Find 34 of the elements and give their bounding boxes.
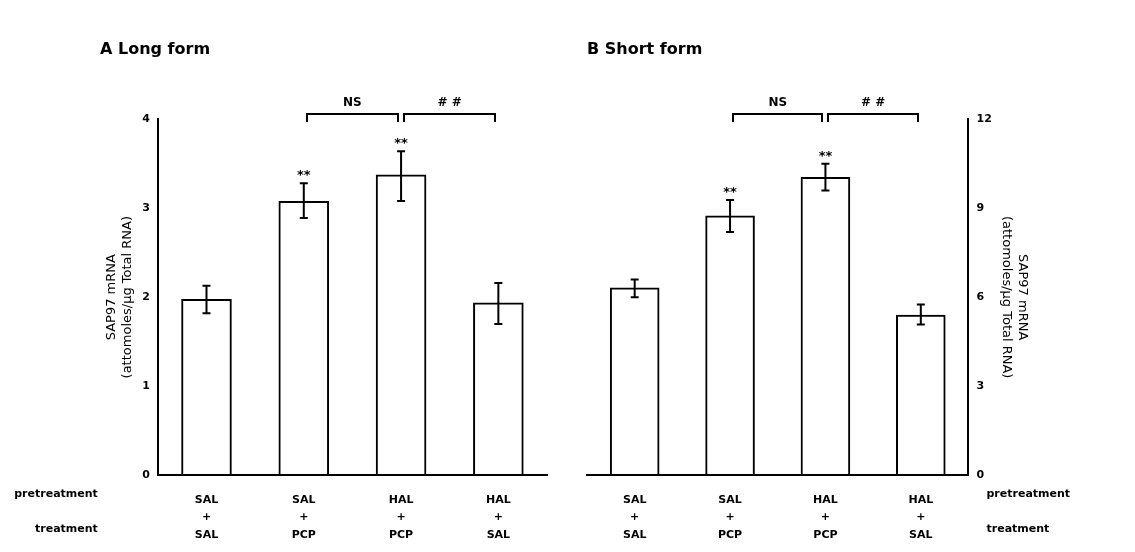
data-label: ** bbox=[394, 135, 409, 151]
x-tick-label: SAL + SAL bbox=[622, 492, 647, 542]
y2-axis-title: SAP97 mRNA (attomoles/µg Total RNA) bbox=[1000, 215, 1031, 379]
text: pretreatment bbox=[986, 486, 1071, 500]
text: # # bbox=[437, 95, 462, 110]
y-tick-label: 1 bbox=[142, 379, 150, 393]
x-tick-label: HAL + PCP bbox=[388, 492, 414, 542]
data-label: ** bbox=[723, 183, 738, 199]
y-tick-label: 3 bbox=[142, 201, 150, 215]
y-tick-label: 0 bbox=[142, 468, 151, 482]
data-label: ** bbox=[296, 167, 311, 183]
y2-tick-label: 6 bbox=[976, 290, 985, 304]
chart-title: A Long form bbox=[100, 38, 211, 58]
x-tick-label: HAL + SAL bbox=[485, 492, 511, 542]
x-tick-label: SAL + SAL bbox=[194, 492, 219, 542]
y2-tick-label: 12 bbox=[976, 112, 992, 126]
x-tick-label: SAL + PCP bbox=[717, 492, 743, 542]
text: NS bbox=[343, 95, 362, 110]
y2-tick-label: 9 bbox=[976, 201, 985, 215]
y2-tick-label: 0 bbox=[976, 468, 985, 482]
y-axis-title: SAP97 mRNA (attomoles/µg Total RNA) bbox=[103, 215, 134, 379]
data-label: ** bbox=[818, 147, 833, 163]
text: # # bbox=[860, 95, 886, 110]
chart-title: B Short form bbox=[587, 38, 703, 58]
text: treatment bbox=[35, 522, 98, 536]
x-tick-label: HAL + PCP bbox=[813, 492, 838, 542]
x-tick-label: HAL + SAL bbox=[908, 492, 934, 542]
y2-tick-label: 3 bbox=[976, 379, 985, 393]
text: treatment bbox=[986, 522, 1050, 536]
text: pretreatment bbox=[14, 486, 98, 500]
y-tick-label: 4 bbox=[142, 112, 151, 126]
x-tick-label: SAL + PCP bbox=[291, 492, 316, 542]
text: NS bbox=[768, 95, 788, 110]
y-tick-label: 2 bbox=[142, 290, 150, 304]
